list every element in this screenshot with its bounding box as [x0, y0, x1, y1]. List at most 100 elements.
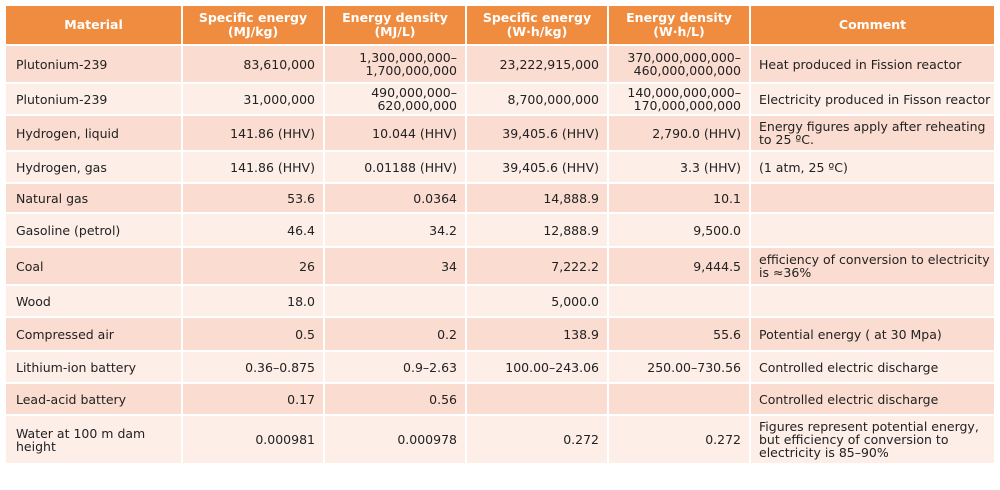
- cell-energy-density-wh-l: 3.3 (HHV): [608, 150, 751, 183]
- cell-text-line: 39,405.6 (HHV): [502, 159, 599, 175]
- cell-energy-density-mj-l: 34.2: [324, 212, 467, 247]
- cell-text-line: 0.56: [429, 391, 457, 407]
- table-row: Coal 26 34 7,222.2 9,444.5 efficiency of conv…: [6, 246, 994, 285]
- cell-energy-density-wh-l: 140,000,000,000– 170,000,000,000: [608, 82, 751, 115]
- cell-specific-energy-mj-kg: 31,000,000: [182, 82, 325, 115]
- cell-text-line: 140,000,000,000–: [627, 85, 741, 100]
- cell-text-line: electricity is 85–90%: [759, 445, 889, 460]
- cell-text-line: Figures represent potential energy,: [759, 419, 979, 434]
- cell-specific-energy-wh-kg: 39,405.6 (HHV): [466, 150, 609, 183]
- cell-text-line: 141.86 (HHV): [230, 159, 315, 175]
- cell-material: Lithium-ion battery: [6, 350, 183, 383]
- cell-text-line: Material: [64, 17, 123, 32]
- cell-material: Hydrogen, gas: [6, 150, 183, 183]
- cell-text-line: Heat produced in Fission reactor: [759, 56, 962, 72]
- cell-text-line: (W·h/kg): [506, 24, 568, 39]
- cell-specific-energy-mj-kg: 0.36–0.875: [182, 350, 325, 383]
- cell-comment: Heat produced in Fission reactor: [750, 44, 994, 83]
- table-body: Plutonium-239 83,610,000 1,300,000,000– 1,7…: [6, 44, 994, 463]
- cell-specific-energy-mj-kg: 26: [182, 246, 325, 285]
- cell-specific-energy-wh-kg: 138.9: [466, 316, 609, 351]
- cell-comment: Electricity produced in Fisson reactor: [750, 82, 994, 115]
- cell-text-line: (W·h/L): [653, 24, 705, 39]
- cell-text-line: 8,700,000,000: [507, 91, 599, 107]
- cell-text-line: (1 atm, 25 ºC): [759, 159, 848, 175]
- cell-text-line: Plutonium-239: [16, 56, 108, 72]
- energy-table-container: Material Specific energy (MJ/kg) Energy den…: [6, 6, 994, 463]
- cell-text-line: 250.00–730.56: [647, 359, 741, 375]
- cell-energy-density-wh-l: [608, 284, 751, 317]
- cell-material: Plutonium-239: [6, 44, 183, 83]
- cell-energy-density-wh-l: 10.1: [608, 182, 751, 213]
- cell-comment: [750, 212, 994, 247]
- table-row: Gasoline (petrol) 46.4 34.2 12,888.9 9,500.0: [6, 212, 994, 247]
- cell-text-line: Hydrogen, liquid: [16, 125, 119, 141]
- cell-energy-density-mj-l: 0.01188 (HHV): [324, 150, 467, 183]
- cell-energy-density-mj-l: 0.56: [324, 382, 467, 415]
- cell-text-line: 10.1: [713, 190, 741, 206]
- cell-text-line: 55.6: [713, 326, 741, 342]
- cell-text-line: 10.044 (HHV): [372, 125, 457, 141]
- cell-text-line: 5,000.0: [551, 293, 599, 309]
- header-specific-energy-mj-kg: Specific energy (MJ/kg): [182, 6, 325, 45]
- cell-text-line: 0.000978: [397, 432, 457, 447]
- cell-text-line: 53.6: [287, 190, 315, 206]
- cell-text-line: 0.9–2.63: [403, 359, 457, 375]
- cell-text-line: Wood: [16, 293, 51, 309]
- energy-comparison-table: Material Specific energy (MJ/kg) Energy den…: [6, 6, 994, 463]
- cell-comment: Controlled electric discharge: [750, 350, 994, 383]
- cell-text-line: Plutonium-239: [16, 91, 108, 107]
- cell-material: Water at 100 m dam height: [6, 414, 183, 463]
- cell-text-line: Specific energy: [198, 10, 308, 25]
- cell-text-line: 9,444.5: [693, 258, 741, 274]
- cell-text-line: but efficiency of conversion to: [759, 432, 949, 447]
- cell-text-line: 1,300,000,000–: [359, 50, 457, 65]
- table-row: Water at 100 m dam height 0.000981 0.000978…: [6, 414, 994, 463]
- table-row: Plutonium-239 83,610,000 1,300,000,000– 1,7…: [6, 44, 994, 83]
- cell-energy-density-mj-l: 1,300,000,000– 1,700,000,000: [324, 44, 467, 83]
- cell-text-line: 490,000,000–: [371, 85, 457, 100]
- cell-specific-energy-mj-kg: 18.0: [182, 284, 325, 317]
- cell-text-line: Natural gas: [16, 190, 89, 206]
- cell-material: Coal: [6, 246, 183, 285]
- cell-text-line: Energy density: [342, 10, 448, 25]
- cell-text-line: 39,405.6 (HHV): [502, 125, 599, 141]
- header-material: Material: [6, 6, 183, 45]
- cell-comment: Controlled electric discharge: [750, 382, 994, 415]
- cell-text-line: Lead-acid battery: [16, 391, 127, 407]
- cell-text-line: 0.5: [295, 326, 315, 342]
- cell-text-line: Hydrogen, gas: [16, 159, 107, 175]
- cell-energy-density-mj-l: 0.9–2.63: [324, 350, 467, 383]
- cell-text-line: 34: [441, 258, 457, 274]
- cell-specific-energy-wh-kg: [466, 382, 609, 415]
- cell-comment: Energy figures apply after reheating to 2…: [750, 114, 994, 151]
- cell-comment: [750, 284, 994, 317]
- header-energy-density-wh-l: Energy density (W·h/L): [608, 6, 751, 45]
- cell-energy-density-wh-l: 55.6: [608, 316, 751, 351]
- header-row: Material Specific energy (MJ/kg) Energy den…: [6, 6, 994, 45]
- cell-comment: efficiency of conversion to electricity i…: [750, 246, 994, 285]
- cell-energy-density-wh-l: 250.00–730.56: [608, 350, 751, 383]
- cell-specific-energy-wh-kg: 100.00–243.06: [466, 350, 609, 383]
- cell-text-line: height: [16, 438, 56, 454]
- cell-text-line: Coal: [16, 258, 44, 274]
- cell-energy-density-mj-l: 0.0364: [324, 182, 467, 213]
- header-energy-density-mj-l: Energy density (MJ/L): [324, 6, 467, 45]
- cell-text-line: 31,000,000: [243, 91, 315, 107]
- cell-specific-energy-mj-kg: 0.000981: [182, 414, 325, 463]
- cell-text-line: Electricity produced in Fisson reactor: [759, 91, 991, 107]
- cell-text-line: Gasoline (petrol): [16, 222, 121, 238]
- cell-text-line: 620,000,000: [377, 98, 457, 113]
- cell-energy-density-mj-l: 34: [324, 246, 467, 285]
- cell-comment: [750, 182, 994, 213]
- cell-text-line: 0.0364: [413, 190, 457, 206]
- cell-text-line: 138.9: [563, 326, 599, 342]
- cell-text-line: to 25 ºC.: [759, 132, 814, 147]
- cell-text-line: 370,000,000,000–: [627, 50, 741, 65]
- cell-text-line: 34.2: [429, 222, 457, 238]
- cell-material: Gasoline (petrol): [6, 212, 183, 247]
- cell-specific-energy-mj-kg: 141.86 (HHV): [182, 150, 325, 183]
- cell-energy-density-mj-l: 0.000978: [324, 414, 467, 463]
- cell-text-line: efficiency of conversion to electricity: [759, 252, 990, 267]
- cell-text-line: Compressed air: [16, 326, 114, 342]
